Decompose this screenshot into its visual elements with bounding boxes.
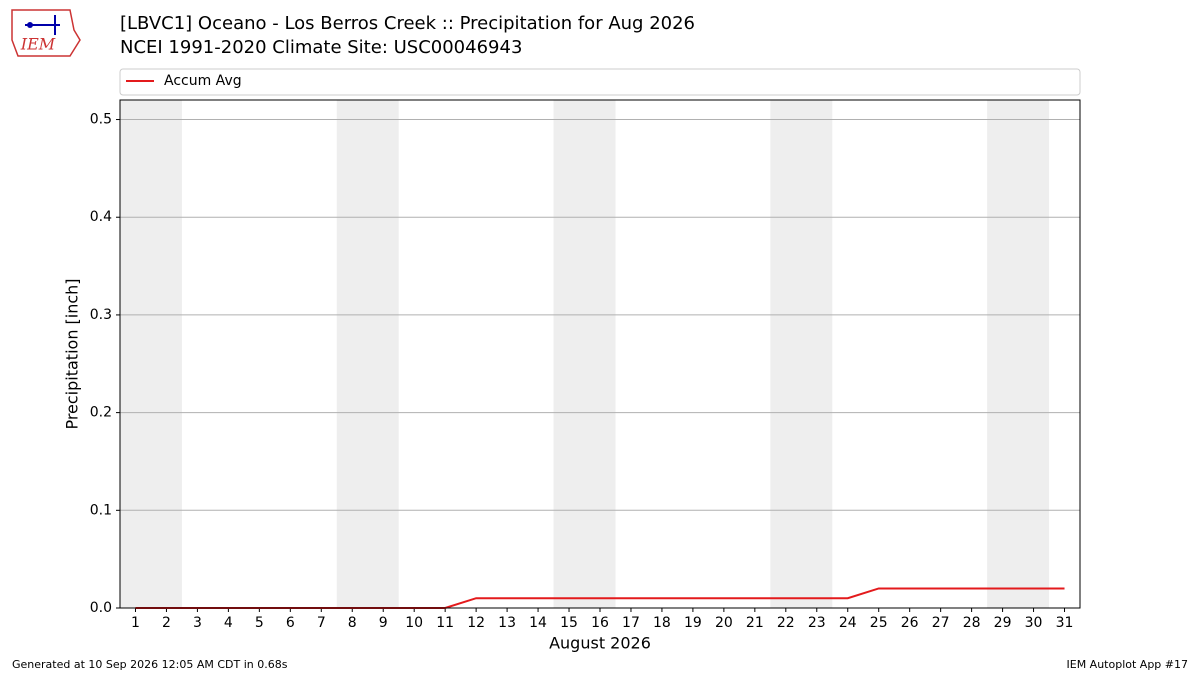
legend-label: Accum Avg [164, 73, 242, 89]
y-axis-label: Precipitation [inch] [63, 278, 82, 429]
x-tick-label: 1 [131, 615, 140, 631]
y-tick-label: 0.2 [90, 405, 112, 421]
plot-frame [119, 99, 1081, 609]
x-axis-label: August 2026 [549, 634, 651, 653]
y-tick-label: 0.5 [90, 112, 112, 128]
legend-box [119, 68, 1081, 96]
x-tick-label: 23 [808, 615, 826, 631]
footer-right: IEM Autoplot App #17 [1067, 658, 1189, 671]
chart-subtitle: NCEI 1991-2020 Climate Site: USC00046943 [120, 37, 522, 58]
weekend-band [553, 100, 616, 608]
x-tick-label: 8 [348, 615, 357, 631]
x-tick-label: 25 [870, 615, 888, 631]
x-tick-label: 26 [901, 615, 919, 631]
x-tick-label: 10 [405, 615, 423, 631]
x-tick-label: 4 [224, 615, 233, 631]
x-tick-label: 15 [560, 615, 578, 631]
weekend-band [770, 100, 833, 608]
weekend-band [987, 100, 1050, 608]
x-tick-label: 3 [193, 615, 202, 631]
weekend-band [120, 100, 182, 608]
x-tick-label: 9 [379, 615, 388, 631]
x-tick-label: 16 [591, 615, 609, 631]
x-tick-label: 21 [746, 615, 764, 631]
x-tick-label: 7 [317, 615, 326, 631]
logo: IEM [11, 9, 81, 57]
weekend-band [336, 100, 399, 608]
x-tick-label: 29 [994, 615, 1012, 631]
x-tick-label: 28 [963, 615, 981, 631]
y-tick-label: 0.0 [90, 600, 112, 616]
chart-title: [LBVC1] Oceano - Los Berros Creek :: Pre… [120, 13, 695, 34]
x-tick-label: 11 [436, 615, 454, 631]
logo-text: IEM [20, 35, 56, 54]
y-tick-label: 0.1 [90, 502, 112, 518]
x-tick-label: 12 [467, 615, 485, 631]
x-tick-label: 14 [529, 615, 547, 631]
x-tick-label: 27 [932, 615, 950, 631]
footer-left: Generated at 10 Sep 2026 12:05 AM CDT in… [12, 658, 288, 671]
x-tick-label: 19 [684, 615, 702, 631]
x-tick-label: 18 [653, 615, 671, 631]
x-tick-label: 17 [622, 615, 640, 631]
y-tick-label: 0.4 [90, 209, 112, 225]
x-tick-label: 2 [162, 615, 171, 631]
x-tick-label: 31 [1056, 615, 1074, 631]
x-tick-label: 24 [839, 615, 857, 631]
x-tick-label: 5 [255, 615, 264, 631]
x-tick-label: 6 [286, 615, 295, 631]
x-tick-label: 13 [498, 615, 516, 631]
x-tick-label: 30 [1025, 615, 1043, 631]
x-tick-label: 22 [777, 615, 795, 631]
x-tick-label: 20 [715, 615, 733, 631]
y-tick-label: 0.3 [90, 307, 112, 323]
